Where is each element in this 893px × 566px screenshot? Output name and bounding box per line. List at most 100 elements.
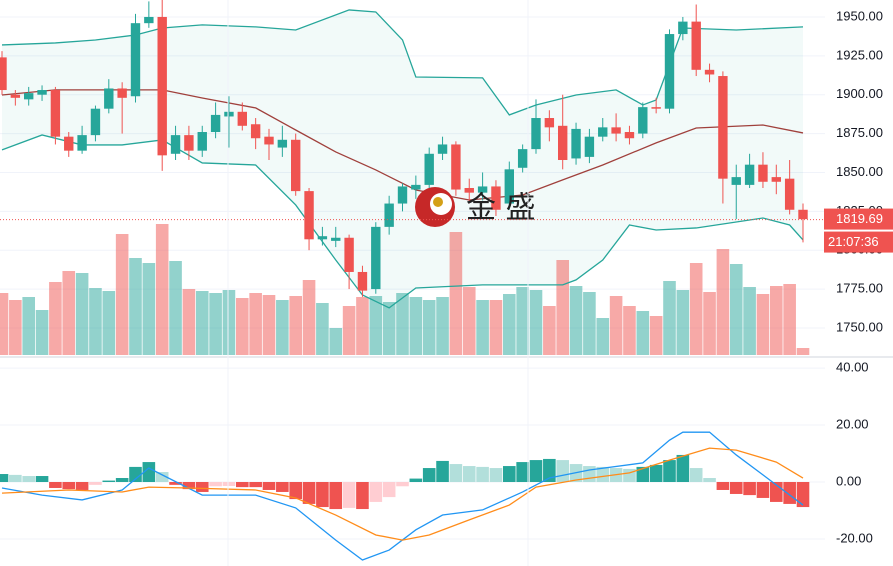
volume-bar xyxy=(35,310,49,355)
volume-bar xyxy=(529,290,543,355)
volume-bar xyxy=(289,296,302,355)
candle-body xyxy=(397,186,408,204)
macd-bar xyxy=(543,458,556,483)
volume-bar xyxy=(409,297,423,355)
macd-bar xyxy=(796,482,810,508)
volume-bar xyxy=(382,302,396,355)
candle-body xyxy=(130,23,141,97)
countdown-label: 21:07:36 xyxy=(828,234,879,249)
macd-bar xyxy=(142,462,156,483)
volume-bar xyxy=(89,288,102,355)
candle-body xyxy=(411,184,421,190)
macd-bar xyxy=(516,462,529,483)
macd-bar xyxy=(756,482,770,498)
volume-bar xyxy=(155,224,169,355)
macd-bar xyxy=(342,482,356,508)
candle-body xyxy=(664,34,675,109)
candle-body xyxy=(344,237,354,272)
volume-bar xyxy=(623,306,636,355)
macd-bar xyxy=(75,482,89,490)
candle-body xyxy=(477,186,488,193)
candle-body xyxy=(544,118,555,128)
macd-bar xyxy=(503,466,516,483)
band-line xyxy=(1,134,804,309)
macd-bar xyxy=(182,482,196,490)
volume-bar xyxy=(636,311,650,355)
candle-body xyxy=(718,76,728,179)
volume-bar xyxy=(115,234,129,355)
volume-bar xyxy=(609,296,623,355)
candle-body xyxy=(264,136,274,145)
candle-body xyxy=(117,88,127,98)
macd-bar xyxy=(529,460,543,483)
watermark-text: 金 盛 xyxy=(466,191,536,226)
macd-bar xyxy=(262,482,276,490)
y-tick-label: 1775.00 xyxy=(836,281,883,296)
volume-bar xyxy=(62,271,76,355)
volume-bar xyxy=(676,290,690,355)
candle-body xyxy=(424,153,434,185)
volume-bar xyxy=(142,263,156,355)
last-price-box xyxy=(824,208,893,230)
macd-bar xyxy=(676,454,690,483)
volume-bar xyxy=(729,264,743,355)
macd-bar xyxy=(62,482,76,490)
macd-bar xyxy=(0,474,9,483)
candle-body xyxy=(357,271,368,291)
macd-bar xyxy=(195,482,209,492)
volume-bar xyxy=(596,318,610,355)
y-tick-label: 1850.00 xyxy=(836,164,883,179)
volume-bar xyxy=(302,280,316,355)
band-fill xyxy=(2,9,803,308)
macd-bar xyxy=(783,482,796,504)
y-tick-label: 0.00 xyxy=(836,473,861,488)
macd-bar xyxy=(209,482,222,487)
macd-bar xyxy=(356,482,369,510)
volume-bar xyxy=(22,297,35,355)
volume-bar xyxy=(262,295,276,355)
macd-bar xyxy=(236,482,249,488)
candle-body xyxy=(678,21,688,35)
volume-bar xyxy=(75,273,89,355)
volume-bar xyxy=(716,249,730,355)
candle-body xyxy=(157,16,167,156)
macd-bar xyxy=(329,482,343,510)
macd-bar xyxy=(436,460,449,483)
countdown-box xyxy=(824,231,893,253)
candle-body xyxy=(531,118,541,150)
macd-bar xyxy=(35,476,49,483)
candle-body xyxy=(651,107,661,109)
watermark: 金 盛 xyxy=(415,187,536,227)
volume-bar xyxy=(689,263,703,355)
volume-bar xyxy=(342,306,356,355)
watermark-logo xyxy=(433,197,443,207)
candle-body xyxy=(304,191,314,240)
macd-bar xyxy=(596,466,610,483)
candle-body xyxy=(371,226,381,290)
macd-bar xyxy=(89,482,102,485)
y-tick-label: 1925.00 xyxy=(836,47,883,62)
macd-bar xyxy=(703,478,716,483)
candle-body xyxy=(277,139,288,148)
candle-body xyxy=(50,90,61,137)
volume-bar xyxy=(276,300,289,355)
volume-bar xyxy=(209,293,222,355)
macd-bar xyxy=(22,476,35,483)
macd-bar xyxy=(449,464,463,483)
candle-body xyxy=(250,124,261,139)
macd-line xyxy=(1,431,804,561)
volume-bar xyxy=(356,297,369,355)
volume-bar xyxy=(195,291,209,355)
candle-body xyxy=(624,132,635,139)
volume-bar xyxy=(703,292,716,355)
candle-body xyxy=(317,236,328,240)
macd-bar xyxy=(422,468,436,483)
y-tick-label: 40.00 xyxy=(836,360,869,375)
band-line xyxy=(1,9,804,116)
candle-body xyxy=(611,127,621,134)
volume-bar xyxy=(422,300,436,355)
candle-body xyxy=(197,132,207,151)
volume-bar xyxy=(516,287,529,355)
